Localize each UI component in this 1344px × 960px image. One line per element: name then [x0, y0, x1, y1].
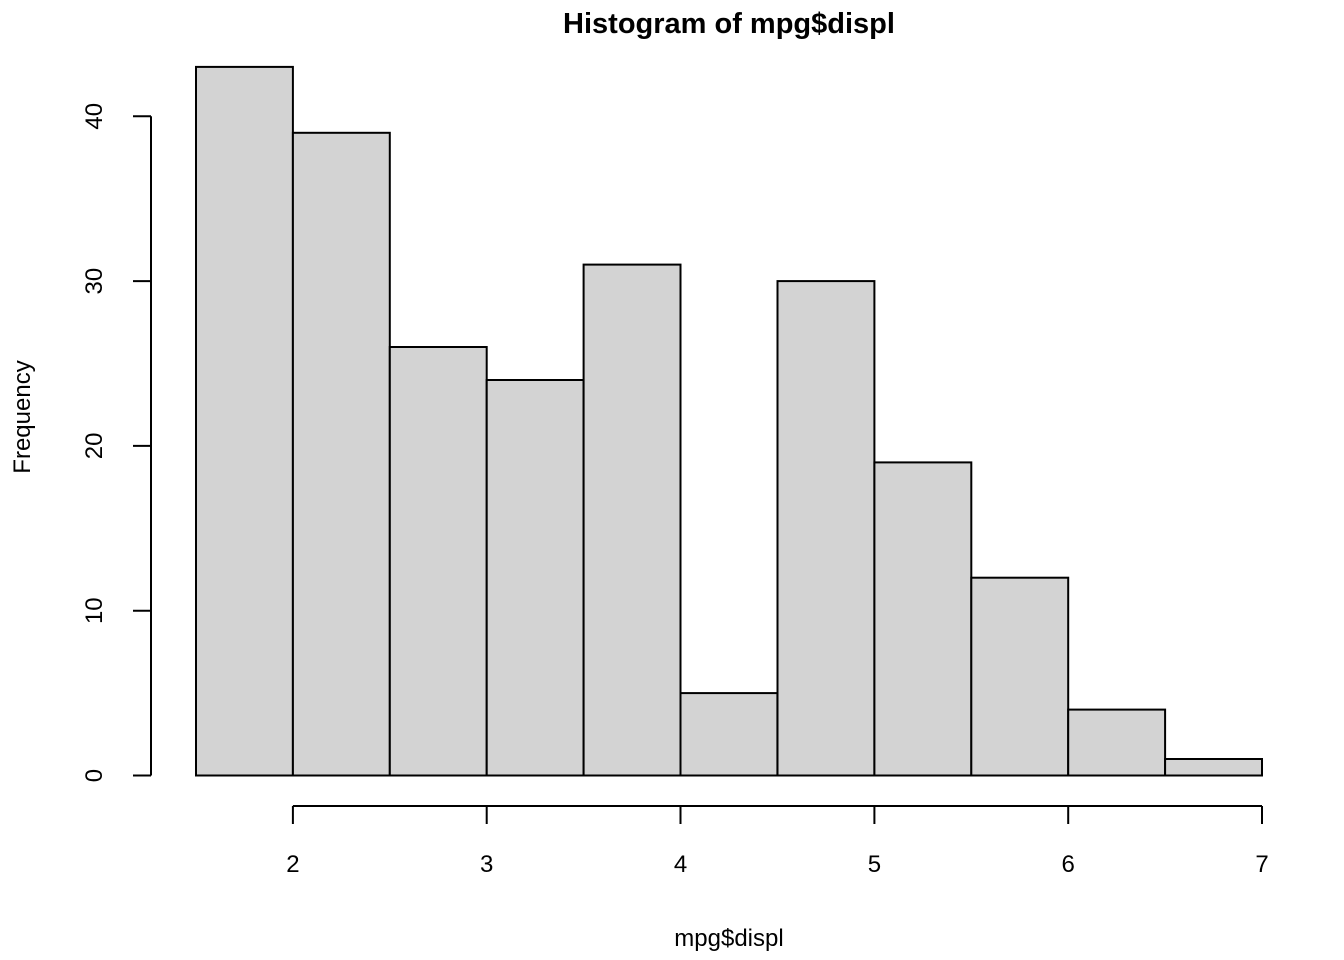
x-axis-label: mpg$displ	[674, 925, 783, 952]
y-tick-label: 0	[81, 769, 108, 782]
x-tick-label: 4	[674, 851, 687, 878]
x-tick-label: 3	[480, 851, 493, 878]
y-axis: 0 10 20 30 40	[81, 103, 152, 782]
histogram-bar	[970, 576, 1070, 777]
histogram-bar	[679, 692, 779, 777]
histogram-bar	[291, 131, 391, 777]
histogram-bar	[873, 461, 973, 777]
x-tick-label: 5	[868, 851, 881, 878]
histogram-bar	[485, 379, 585, 777]
chart-title: Histogram of mpg$displ	[563, 8, 895, 40]
histogram-bar	[582, 263, 682, 777]
histogram-bar	[388, 346, 488, 777]
histogram-bars	[195, 65, 1263, 777]
histogram-bar	[195, 65, 294, 777]
histogram-bar	[1067, 708, 1167, 777]
y-tick-label: 30	[81, 268, 108, 295]
y-tick-label: 20	[81, 433, 108, 460]
x-tick-label: 6	[1062, 851, 1075, 878]
histogram-bar	[1164, 758, 1263, 777]
x-tick-label: 2	[286, 851, 299, 878]
x-tick-label: 7	[1255, 851, 1268, 878]
x-axis: 2 3 4 5 6 7	[286, 805, 1269, 878]
y-tick-label: 40	[81, 103, 108, 130]
y-tick-label: 10	[81, 597, 108, 624]
y-axis-label: Frequency	[9, 360, 36, 473]
histogram-bar	[776, 280, 876, 777]
